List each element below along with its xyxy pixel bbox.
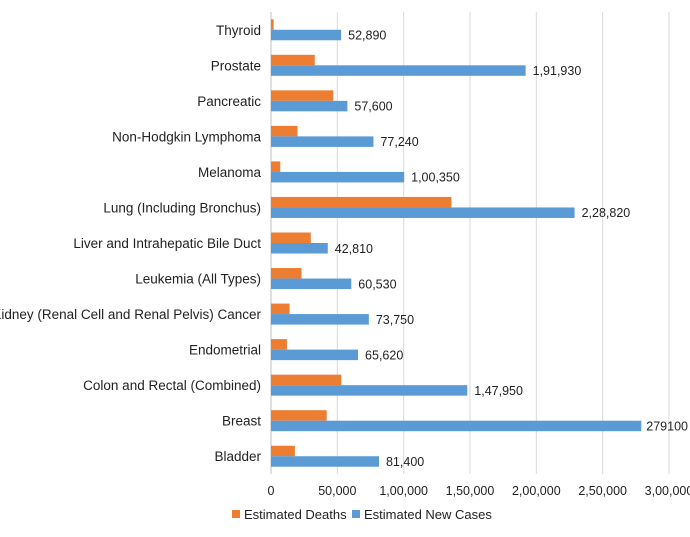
bar-deaths-pancreatic bbox=[271, 90, 334, 101]
x-tick-label: 2,50,000 bbox=[578, 484, 627, 498]
bars bbox=[271, 19, 642, 467]
data-labels: 52,890 1,91,930 57,600 77,240 1,00,350 2,28,8… bbox=[335, 29, 688, 469]
bar-deaths-kidney-renal-cell-and-renal-pelvis-cancer bbox=[271, 303, 290, 315]
category-label-liver-and-intrahepatic-bile-duct: Liver and Intrahepatic Bile Duct bbox=[73, 236, 261, 251]
category-label-bladder: Bladder bbox=[214, 449, 261, 464]
data-label-new-cases-lung-including-bronchus: 2,28,820 bbox=[582, 206, 631, 220]
x-axis-tick-labels: 0 50,000 1,00,000 1,50,000 2,00,000 2,50,000 3… bbox=[268, 484, 690, 498]
bar-new-cases-non-hodgkin-lymphoma bbox=[271, 136, 374, 147]
x-tick-label: 1,00,000 bbox=[379, 484, 428, 498]
bar-new-cases-lung-including-bronchus bbox=[271, 207, 575, 218]
data-label-new-cases-bladder: 81,400 bbox=[386, 455, 424, 469]
category-label-pancreatic: Pancreatic bbox=[197, 94, 261, 109]
bar-deaths-non-hodgkin-lymphoma bbox=[271, 125, 298, 137]
bar-new-cases-melanoma bbox=[271, 171, 405, 183]
bar-deaths-breast bbox=[271, 410, 327, 421]
bar-new-cases-breast bbox=[271, 420, 642, 432]
bar-new-cases-liver-and-intrahepatic-bile-duct bbox=[271, 243, 328, 254]
legend-label-deaths: Estimated Deaths bbox=[244, 507, 347, 522]
x-tick-label: 3,00,000 bbox=[645, 484, 690, 498]
data-label-new-cases-leukemia-all-types: 60,530 bbox=[358, 277, 396, 291]
x-tick-label: 1,50,000 bbox=[446, 484, 495, 498]
bar-new-cases-pancreatic bbox=[271, 100, 348, 112]
data-label-new-cases-prostate: 1,91,930 bbox=[533, 64, 582, 78]
bar-deaths-lung-including-bronchus bbox=[271, 196, 452, 208]
bar-new-cases-kidney-renal-cell-and-renal-pelvis-cancer bbox=[271, 314, 369, 325]
data-label-new-cases-melanoma: 1,00,350 bbox=[411, 171, 460, 185]
bar-deaths-prostate bbox=[271, 54, 315, 66]
data-label-new-cases-breast: 279100 bbox=[646, 419, 688, 433]
bar-new-cases-bladder bbox=[271, 456, 379, 467]
bar-new-cases-thyroid bbox=[271, 29, 342, 41]
category-label-leukemia-all-types: Leukemia (All Types) bbox=[135, 272, 261, 287]
category-label-thyroid: Thyroid bbox=[216, 23, 261, 38]
category-label-non-hodgkin-lymphoma: Non-Hodgkin Lymphoma bbox=[112, 129, 261, 144]
bar-deaths-endometrial bbox=[271, 339, 287, 350]
bar-deaths-melanoma bbox=[271, 161, 281, 172]
bar-deaths-bladder bbox=[271, 445, 295, 457]
category-label-melanoma: Melanoma bbox=[198, 165, 262, 180]
data-label-new-cases-endometrial: 65,620 bbox=[365, 348, 403, 362]
x-tick-label: 0 bbox=[268, 484, 275, 498]
category-label-breast: Breast bbox=[222, 414, 261, 429]
data-label-new-cases-non-hodgkin-lymphoma: 77,240 bbox=[380, 135, 418, 149]
x-tick-label: 2,00,000 bbox=[512, 484, 561, 498]
category-label-kidney-renal-cell-and-renal-pelvis-cancer: Kidney (Renal Cell and Renal Pelvis) Can… bbox=[0, 307, 261, 322]
legend: Estimated Deaths Estimated New Cases bbox=[232, 507, 492, 522]
legend-swatch-deaths bbox=[232, 510, 240, 518]
bar-new-cases-prostate bbox=[271, 65, 526, 76]
category-label-colon-and-rectal-combined: Colon and Rectal (Combined) bbox=[83, 378, 261, 393]
data-label-new-cases-pancreatic: 57,600 bbox=[354, 100, 392, 114]
bar-new-cases-leukemia-all-types bbox=[271, 278, 352, 290]
data-label-new-cases-liver-and-intrahepatic-bile-duct: 42,810 bbox=[335, 242, 373, 256]
legend-swatch-new-cases bbox=[352, 510, 360, 518]
category-label-endometrial: Endometrial bbox=[189, 343, 261, 358]
category-label-prostate: Prostate bbox=[211, 58, 261, 73]
legend-label-new-cases: Estimated New Cases bbox=[364, 507, 492, 522]
bar-deaths-thyroid bbox=[271, 19, 274, 30]
bar-new-cases-colon-and-rectal-combined bbox=[271, 385, 468, 396]
data-label-new-cases-colon-and-rectal-combined: 1,47,950 bbox=[474, 384, 523, 398]
gridlines bbox=[270, 12, 670, 474]
category-label-lung-including-bronchus: Lung (Including Bronchus) bbox=[103, 200, 261, 215]
data-label-new-cases-kidney-renal-cell-and-renal-pelvis-cancer: 73,750 bbox=[376, 313, 414, 327]
x-tick-label: 50,000 bbox=[318, 484, 356, 498]
bar-new-cases-endometrial bbox=[271, 349, 359, 361]
bar-deaths-liver-and-intrahepatic-bile-duct bbox=[271, 232, 311, 243]
bar-deaths-leukemia-all-types bbox=[271, 268, 302, 279]
data-label-new-cases-thyroid: 52,890 bbox=[348, 29, 386, 43]
category-labels: Thyroid Prostate Pancreatic Non-Hodgkin Lym… bbox=[0, 23, 261, 464]
bar-deaths-colon-and-rectal-combined bbox=[271, 374, 342, 386]
